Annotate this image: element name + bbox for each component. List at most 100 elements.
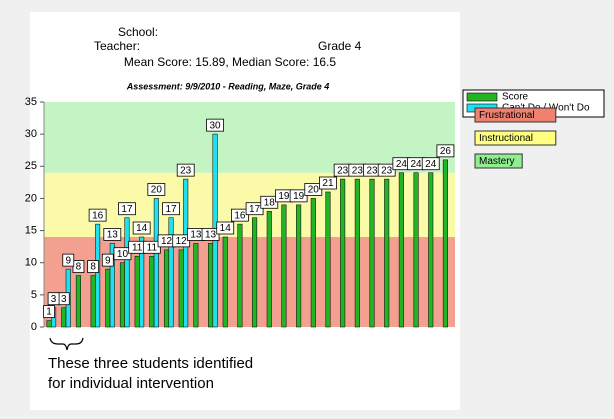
bracket <box>49 337 84 351</box>
bar <box>124 217 130 328</box>
value-label: 30 <box>209 120 221 131</box>
bar <box>163 249 170 328</box>
school-label: School: <box>118 25 158 39</box>
value-label: 20 <box>308 185 320 196</box>
value-label-box <box>132 221 151 235</box>
bar <box>90 275 96 328</box>
value-label: 14 <box>220 223 232 234</box>
bar <box>95 223 101 328</box>
value-label: 10 <box>117 249 129 260</box>
value-label-box <box>216 221 235 235</box>
y-tick-label: 25 <box>25 160 37 172</box>
chart-title: Assessment: 9/9/2010 - Reading, Maze, Gr… <box>126 81 330 91</box>
bar <box>119 262 126 328</box>
value-label: 13 <box>205 230 217 241</box>
value-label: 24 <box>425 159 437 170</box>
grade: Grade 4 <box>318 39 362 53</box>
value-label-box <box>201 228 220 241</box>
bar <box>340 178 346 328</box>
bar <box>61 307 67 328</box>
value-label: 8 <box>90 262 96 273</box>
bar <box>354 178 360 328</box>
band-legend-box <box>474 153 523 169</box>
value-label: 1 <box>46 307 52 318</box>
value-label: 14 <box>136 223 148 234</box>
value-label: 16 <box>92 210 104 221</box>
y-tick-label: 30 <box>25 128 37 140</box>
bar <box>237 223 243 328</box>
bar <box>325 191 331 328</box>
value-label-box <box>421 157 440 171</box>
value-label-box <box>118 202 136 216</box>
value-label: 23 <box>352 165 364 176</box>
value-label: 21 <box>322 178 334 189</box>
bar <box>310 198 316 328</box>
bar <box>109 243 115 328</box>
value-label: 18 <box>264 197 276 208</box>
bar <box>134 255 140 328</box>
bar <box>413 172 419 328</box>
value-label-box <box>377 163 396 177</box>
value-label-box <box>113 247 132 261</box>
bar <box>183 178 189 328</box>
bar <box>193 243 199 328</box>
value-label-box <box>436 144 455 158</box>
value-label: 12 <box>161 236 173 247</box>
value-label-box <box>176 163 195 177</box>
bar <box>384 178 390 328</box>
value-label: 13 <box>190 230 202 241</box>
bar <box>428 172 434 328</box>
value-label-box <box>88 208 107 222</box>
bar <box>266 210 272 328</box>
value-label: 17 <box>121 204 133 215</box>
value-label: 16 <box>234 210 246 221</box>
bar <box>178 249 184 328</box>
value-label-box <box>72 260 85 273</box>
band <box>44 102 455 173</box>
value-label-box <box>142 240 161 254</box>
value-label: 13 <box>107 230 119 241</box>
bar <box>168 217 174 328</box>
bar <box>105 268 111 328</box>
value-label: 23 <box>381 165 393 176</box>
annotation: for individual intervention <box>48 375 214 392</box>
value-label-box <box>101 253 114 267</box>
bar <box>139 236 145 328</box>
value-label: 3 <box>61 294 67 305</box>
annotation: These three students identified <box>48 355 253 372</box>
value-label: 19 <box>278 191 290 202</box>
y-tick-label: 20 <box>25 192 37 204</box>
value-label: 8 <box>76 262 82 273</box>
value-label-box <box>47 292 60 306</box>
value-label: 17 <box>249 204 261 215</box>
legend-swatch <box>466 92 498 102</box>
value-label-box <box>147 183 166 196</box>
bar <box>369 178 375 328</box>
teacher-label: Teacher: <box>94 39 140 53</box>
bar <box>149 255 155 328</box>
value-label-box <box>304 183 323 196</box>
value-label: 3 <box>51 294 57 305</box>
value-label-box <box>231 208 249 222</box>
value-label-box <box>206 118 224 132</box>
band-legend-box <box>474 107 557 123</box>
bar <box>75 275 81 328</box>
value-label: 23 <box>337 165 349 176</box>
value-label: 17 <box>165 204 177 215</box>
subtitle: Mean Score: 15.89, Median Score: 16.5 <box>124 55 336 69</box>
value-label-box <box>289 189 308 203</box>
value-label: 12 <box>176 236 188 247</box>
value-label: 26 <box>440 146 452 157</box>
value-label-box <box>162 202 180 216</box>
value-label: 20 <box>151 185 163 196</box>
y-tick-label: 5 <box>31 289 37 301</box>
y-tick-label: 35 <box>25 96 37 108</box>
value-label: 9 <box>105 255 111 266</box>
bar <box>442 159 448 328</box>
value-label: 23 <box>366 165 378 176</box>
value-label: 24 <box>396 159 408 170</box>
band-legend-label: Instructional <box>479 133 533 144</box>
band-legend-box <box>474 130 557 146</box>
y-tick-label: 0 <box>31 321 37 333</box>
